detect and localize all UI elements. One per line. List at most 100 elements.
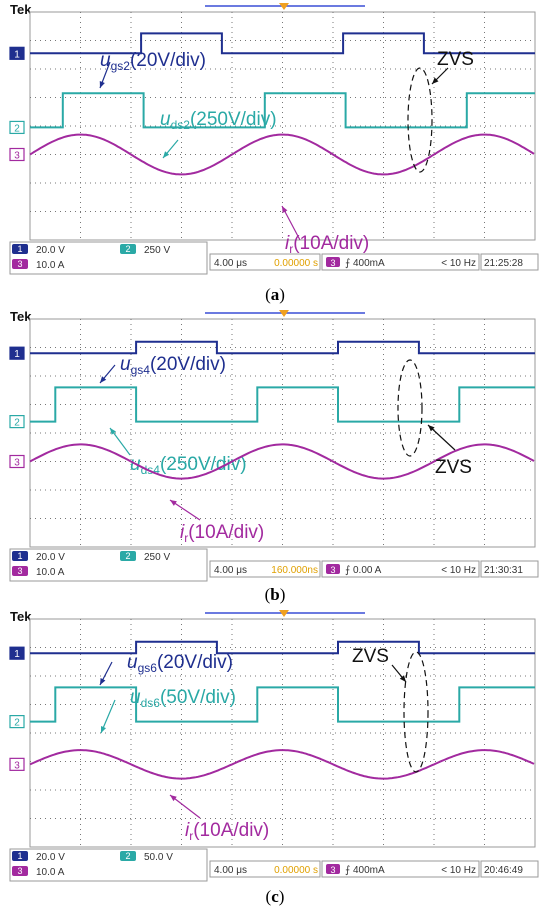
panel-caption: (c) (265, 887, 285, 906)
trigger-readout: ⨍ 400mA (345, 258, 385, 269)
graticule-grid (30, 619, 535, 847)
trace-label-ch3: ir(10A/div) (180, 522, 264, 545)
trace-ch3 (29, 443, 535, 480)
frequency-readout: < 10 Hz (441, 865, 476, 876)
scale-badge-1 (12, 244, 28, 254)
panel-caption: (b) (264, 585, 286, 604)
arrowhead-icon (170, 500, 177, 506)
caption-letter: a (270, 285, 280, 304)
channel-marker-1 (9, 646, 25, 660)
channel-marker-label: 3 (14, 151, 20, 162)
arrowhead-icon (428, 425, 435, 432)
timebase-readout: 4.00 μs (214, 258, 247, 269)
clock-box (480, 560, 539, 578)
frequency-readout: < 10 Hz (441, 258, 476, 269)
arrowhead-icon (432, 77, 439, 84)
timebase-box (209, 860, 321, 878)
channel-marker-label: 2 (14, 718, 20, 729)
channel-marker-label: 3 (14, 760, 20, 771)
channel-marker-label: 1 (14, 49, 20, 60)
scope-panel-c: Tek 1 ugs6(20V/div) 2 uds6(50V/div) 3 ir(10A/d… (0, 607, 550, 887)
timebase-readout: 4.00 μs (214, 565, 247, 576)
scale-badge-3 (12, 259, 28, 269)
arrowhead-icon (282, 206, 288, 213)
trace-ch1 (30, 640, 535, 655)
scale-readout-ch1: 20.0 V (36, 852, 65, 863)
trigger-channel-badge (326, 257, 340, 267)
scale-badge-label: 1 (17, 244, 22, 254)
scale-badge-label: 1 (17, 851, 22, 861)
trigger-channel-badge (326, 864, 340, 874)
clock-readout: 21:30:31 (484, 565, 523, 576)
trace-ch2 (30, 386, 535, 423)
scale-readout-ch2: 250 V (144, 245, 170, 256)
trigger-box (321, 560, 480, 578)
channel-marker-2 (9, 714, 25, 729)
timebase-box (209, 560, 321, 578)
scale-badge-1 (12, 551, 28, 561)
panel-caption: (a) (265, 285, 285, 304)
channel-marker-1 (9, 346, 25, 360)
trace-ch2 (30, 686, 535, 723)
scale-badge-2 (120, 851, 136, 861)
arrowhead-icon (170, 795, 177, 802)
arrowhead-icon (399, 675, 406, 682)
trace-ch3 (29, 133, 535, 176)
graticule-grid (30, 319, 535, 547)
trigger-channel-badge (326, 564, 340, 574)
scale-badge-label: 3 (17, 566, 22, 576)
brand-label: Tek (10, 2, 32, 17)
clock-box (480, 253, 539, 271)
channel-marker-label: 1 (14, 349, 20, 360)
trigger-channel-label: 3 (330, 865, 335, 875)
zvs-annotation: ZVS (352, 646, 389, 667)
trace-label-ch1: ugs4(20V/div) (120, 354, 226, 377)
trace-label-ch1: ugs2(20V/div) (100, 50, 206, 73)
scope-screen: Tek 1 ugs2(20V/div) 2 uds2(250V/div) 3 ir(10A/… (9, 2, 539, 275)
scale-readout-ch3: 10.0 A (36, 567, 65, 578)
scope-panel-a: Tek 1 ugs2(20V/div) 2 uds2(250V/div) 3 ir(10A/… (0, 0, 550, 280)
zvs-ellipse (397, 359, 423, 457)
zvs-annotation: ZVS (437, 49, 474, 70)
trace-label-ch1: ugs6(20V/div) (127, 652, 233, 675)
scale-badge-3 (12, 566, 28, 576)
trigger-position-icon (279, 610, 289, 617)
scale-badge-3 (12, 866, 28, 876)
trace-label-ch3: ir(10A/div) (185, 820, 269, 843)
timebase-readout: 4.00 μs (214, 865, 247, 876)
graticule-grid (30, 12, 535, 240)
arrowhead-icon (100, 376, 107, 383)
arrowhead-icon (163, 151, 170, 158)
trace-ch2 (30, 92, 535, 129)
trigger-position-icon (279, 3, 289, 10)
arrowhead-icon (100, 678, 106, 685)
brand-label: Tek (10, 609, 32, 624)
scale-badge-2 (120, 244, 136, 254)
channel-marker-label: 3 (14, 458, 20, 469)
zvs-annotation: ZVS (435, 457, 472, 478)
arrowhead-icon (110, 428, 117, 435)
zvs-ellipse (407, 67, 433, 173)
caption-letter: b (270, 585, 280, 604)
offset-readout: 160.000ns (271, 565, 318, 576)
scope-panel-b: Tek 1 ugs4(20V/div) 2 uds4(250V/div) 3 ir(10A/… (0, 307, 550, 587)
channel-marker-3 (9, 454, 25, 469)
timebase-box (209, 253, 321, 271)
scale-badge-label: 3 (17, 866, 22, 876)
channel-scale-box (9, 848, 208, 882)
arrowhead-icon (101, 726, 107, 733)
trace-ch3 (29, 749, 535, 780)
trigger-box (321, 860, 480, 878)
channel-marker-3 (9, 757, 25, 771)
scale-readout-ch2: 250 V (144, 552, 170, 563)
trigger-readout: ⨍ 0.00 A (345, 565, 382, 576)
scale-badge-label: 2 (125, 244, 130, 254)
trace-ch1 (30, 32, 535, 55)
trigger-channel-label: 3 (330, 258, 335, 268)
scale-readout-ch1: 20.0 V (36, 245, 65, 256)
channel-scale-box (9, 241, 208, 275)
frequency-readout: < 10 Hz (441, 565, 476, 576)
scale-badge-label: 1 (17, 551, 22, 561)
channel-marker-2 (9, 414, 25, 429)
